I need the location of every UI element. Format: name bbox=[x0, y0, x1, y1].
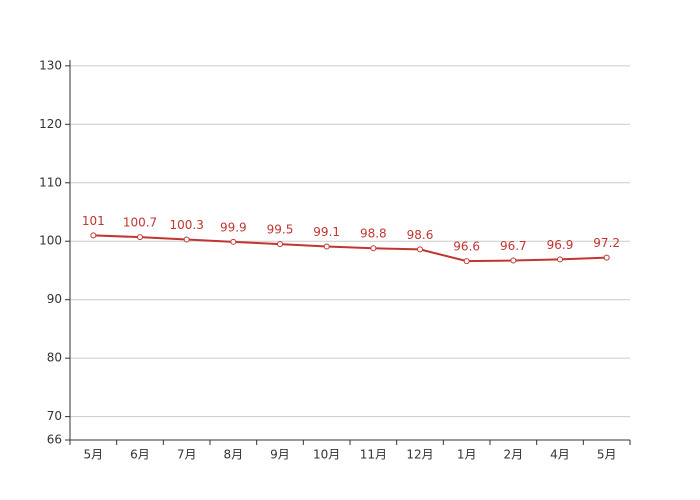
line bbox=[93, 234, 607, 263]
x-tick-label: 11月 bbox=[360, 448, 387, 462]
data-label: 96.6 bbox=[453, 240, 480, 254]
x-tick-label: 5月 bbox=[84, 448, 104, 462]
point bbox=[183, 236, 190, 243]
y-tick-label: 110 bbox=[39, 175, 62, 189]
point bbox=[90, 232, 97, 239]
x-tick-label: 12月 bbox=[406, 448, 433, 462]
point bbox=[323, 243, 330, 250]
point bbox=[557, 256, 563, 263]
point bbox=[137, 234, 143, 241]
x-tick-label: 6月 bbox=[130, 448, 150, 462]
point bbox=[463, 258, 470, 265]
x-tick-label: 4月 bbox=[550, 448, 570, 462]
data-label: 97.2 bbox=[593, 236, 620, 250]
point bbox=[510, 257, 517, 264]
point bbox=[370, 245, 377, 252]
y-tick-label: 80 bbox=[47, 351, 62, 365]
data-label: 100.7 bbox=[123, 216, 157, 230]
data-label: 99.5 bbox=[267, 223, 294, 237]
data-label: 96.9 bbox=[547, 238, 574, 252]
point bbox=[277, 241, 283, 248]
y-tick-label: 120 bbox=[39, 117, 62, 131]
y-tick-label: 66 bbox=[47, 433, 62, 447]
x-tick-label: 5月 bbox=[597, 448, 617, 462]
data-label: 99.1 bbox=[313, 225, 340, 239]
point bbox=[417, 246, 423, 253]
x-tick-label: 10月 bbox=[313, 448, 340, 462]
y-tick-label: 100 bbox=[39, 234, 62, 248]
data-label: 98.6 bbox=[407, 228, 434, 242]
point bbox=[230, 238, 237, 245]
x-tick-label: 2月 bbox=[504, 448, 524, 462]
y-tick-label: 90 bbox=[47, 292, 62, 306]
y-tick-label: 130 bbox=[39, 58, 62, 72]
data-label: 101 bbox=[82, 214, 105, 228]
y-tick-label: 70 bbox=[47, 409, 62, 423]
data-label: 100.3 bbox=[169, 218, 203, 232]
data-label: 98.8 bbox=[360, 227, 387, 241]
x-tick-label: 7月 bbox=[177, 448, 197, 462]
x-tick-label: 8月 bbox=[224, 448, 244, 462]
point bbox=[603, 254, 610, 261]
data-label: 96.7 bbox=[500, 239, 527, 253]
x-tick-label: 1月 bbox=[457, 448, 477, 462]
data-label: 99.9 bbox=[220, 220, 247, 234]
x-tick-label: 9月 bbox=[270, 448, 290, 462]
